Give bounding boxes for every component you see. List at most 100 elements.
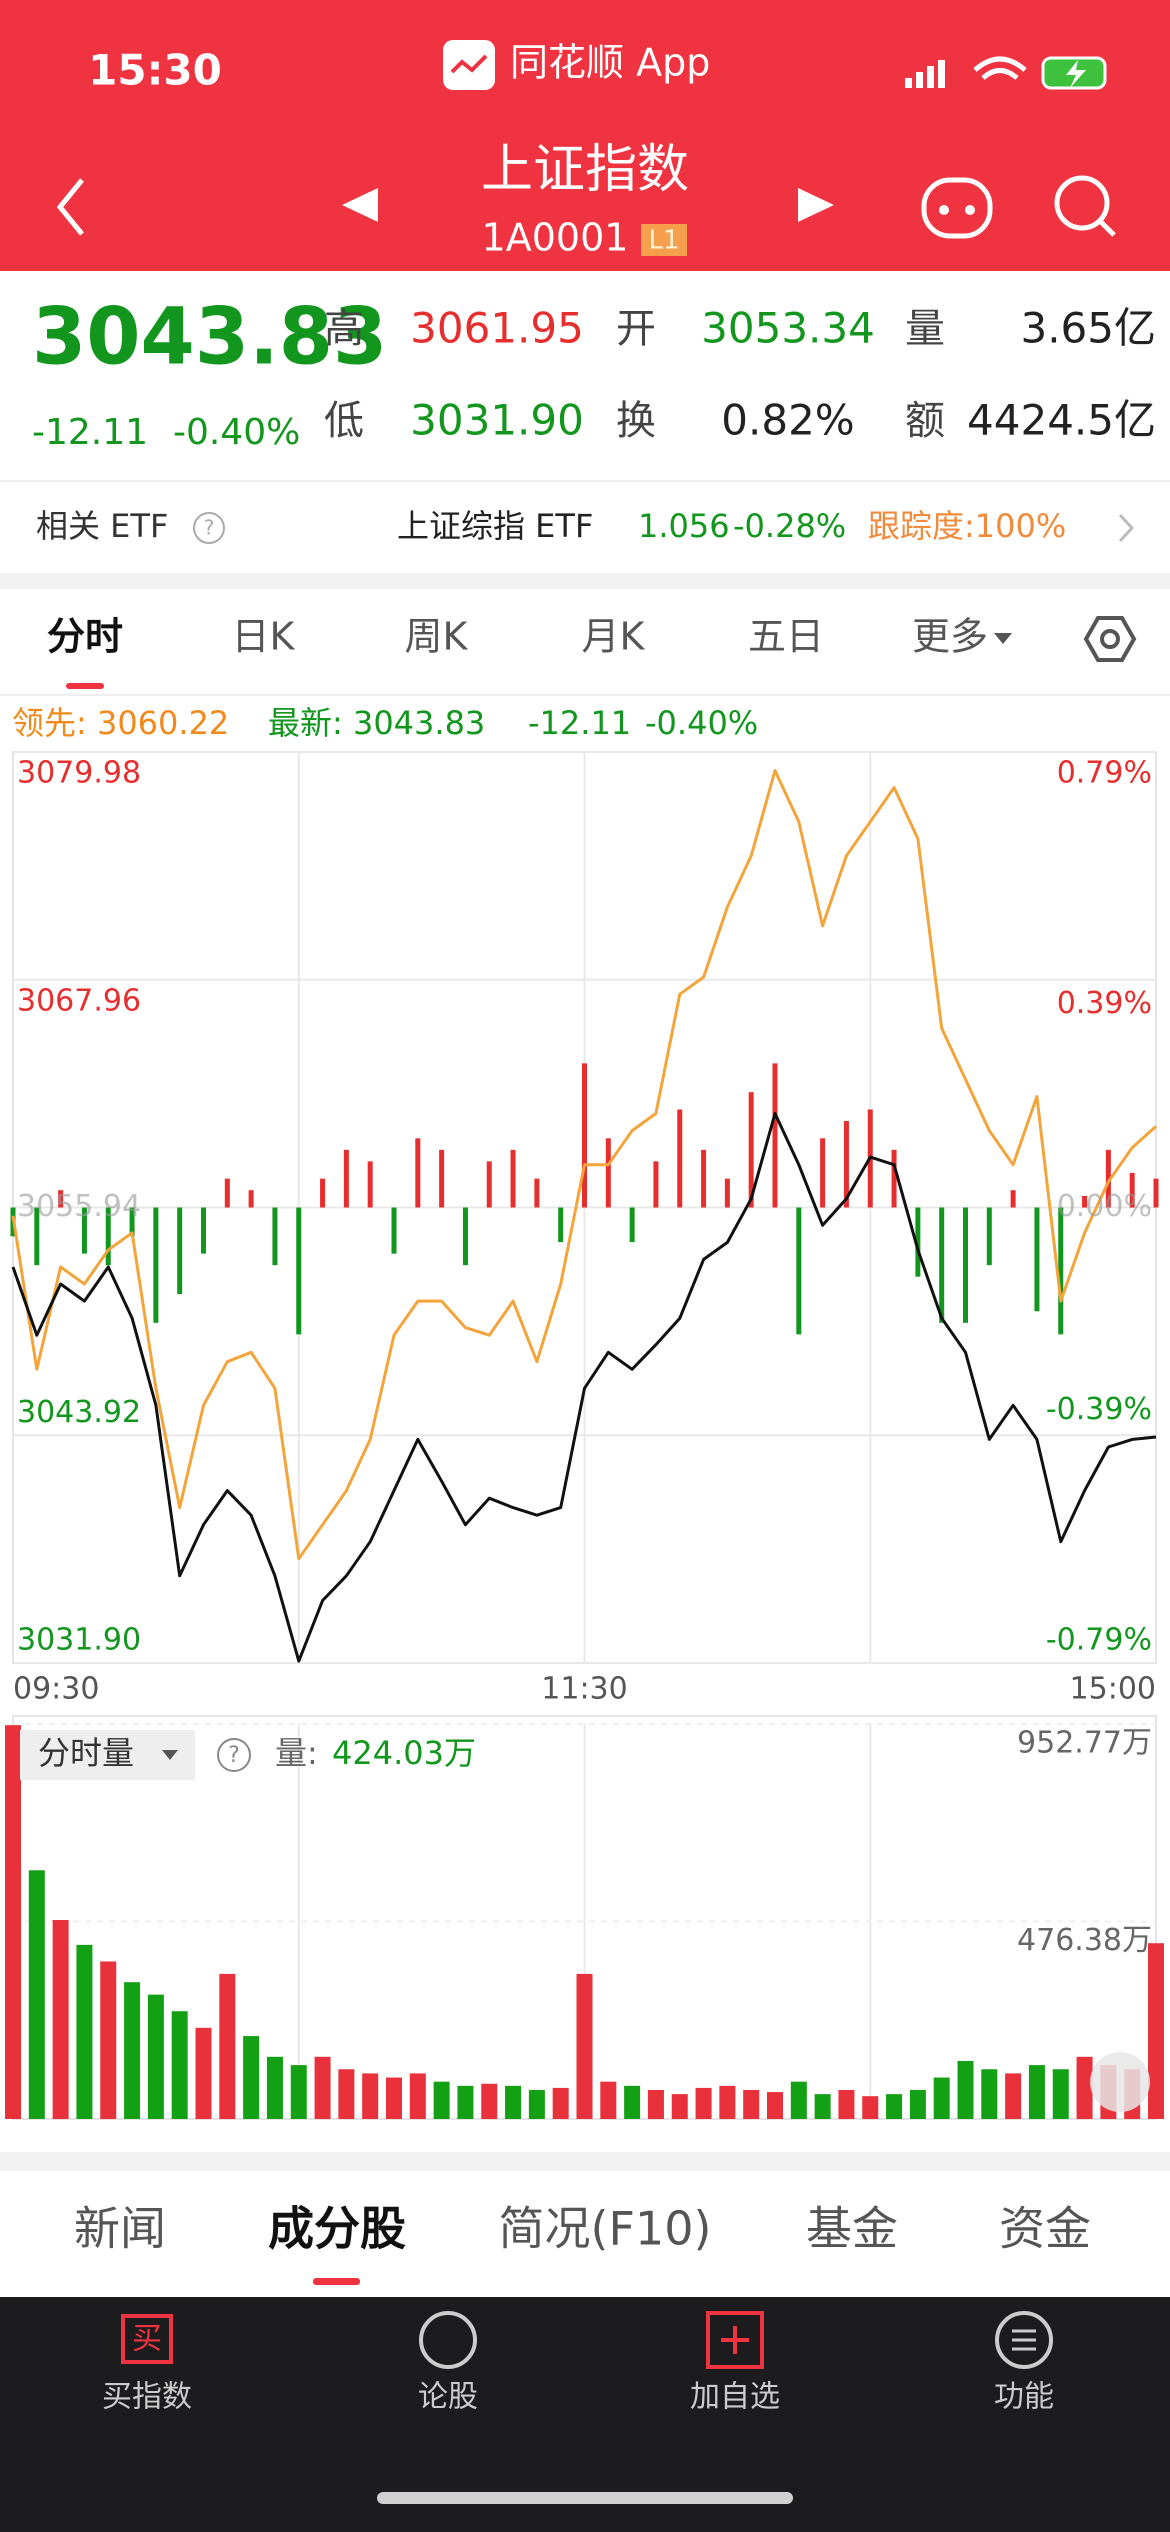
volume-bar [814,2094,831,2119]
volume-current: 424.03万 [332,1734,476,1772]
nav-icon [419,2311,477,2369]
volume-bar [671,2094,688,2119]
volume-help[interactable] [217,1738,251,1772]
volume-selector[interactable] [20,1730,195,1780]
bottom-tab[interactable]: 基金 [806,2202,898,2256]
volume-bar [1148,1943,1164,2119]
flow-bar [963,1207,968,1323]
nav-label[interactable]: 买指数 [102,2380,192,2415]
y2-tick-label: -0.39% [1046,1392,1152,1427]
flow-bar [1034,1207,1040,1312]
flow-bar [1105,1149,1111,1208]
tab-caret [994,633,1012,644]
info-change: -12.11 [528,704,631,742]
volume-bar [528,2089,545,2119]
flow-bar [677,1109,683,1208]
flow-bar [1010,1190,1016,1208]
info-latest: 最新: 3043.83 [268,704,485,742]
flow-bar [272,1207,278,1266]
volume-bar [576,1973,593,2119]
nav-label[interactable]: 功能 [994,2380,1054,2415]
bottom-tab[interactable]: 成分股 [268,2202,406,2256]
etf-name: 上证综指 ETF [397,507,593,545]
level-text: L1 [648,226,679,256]
tab[interactable]: 更多 [912,615,988,659]
volume-bar [409,2073,426,2119]
volume-bar [1005,2073,1022,2119]
volume-bar [957,2060,974,2119]
bottom-tab[interactable]: 资金 [999,2202,1091,2256]
tab[interactable]: 日K [232,615,296,659]
flow-bar [201,1207,206,1254]
header-code: 1A0001 [482,216,629,260]
nav-lines [1012,2329,1036,2351]
quote-change-pct: -0.40% [173,412,300,453]
y-tick-label: 3067.96 [17,983,141,1018]
level-badge [641,224,687,256]
nav-label[interactable]: 论股 [418,2380,478,2415]
y-tick-label: 952.77万 [1017,1726,1152,1761]
volume-bar [981,2069,998,2119]
nav-icon [706,2311,764,2369]
bottom-tab[interactable]: 简况(F10) [499,2202,712,2256]
back-button[interactable] [56,178,84,236]
tab[interactable]: 周K [405,615,469,659]
charts: 3031.90 3043.92 3055.94 3067.96 3079.98 -0.79… [5,751,1164,2119]
flow-bar [1153,1178,1159,1208]
charging [1066,60,1086,88]
band [0,573,1170,589]
next-button[interactable] [798,188,834,222]
stat-value: 3031.90 [410,396,584,445]
etf-change: -0.28% [733,507,846,545]
bottom-tabs: 新闻 成分股 简况(F10) 基金 资金 [74,2202,1091,2256]
bottom-tab[interactable]: 新闻 [74,2202,166,2256]
flow-bar [653,1161,659,1208]
volume-bar [624,2085,641,2119]
volume-bar [386,2077,402,2119]
volume-bar [505,2085,522,2119]
volume-bar [124,1982,141,2119]
volume-help-icon: ? [228,1743,240,1768]
flow-bar [796,1207,802,1335]
flow-bar [224,1178,230,1208]
x-tick-label: 11:30 [541,1672,627,1707]
flow-bar [320,1178,326,1208]
robot-button[interactable] [921,177,993,239]
tab[interactable]: 五日 [748,615,824,659]
quote-change: -12.11 [32,412,148,453]
flow-bar [58,1190,64,1208]
flow-bar [1129,1172,1135,1208]
flow-bar [772,1063,778,1208]
flow-bar [248,1190,254,1208]
flow-bar [843,1121,849,1208]
expand-button[interactable] [1090,2052,1150,2112]
bottom-tab-underline [313,2278,360,2285]
settings-dot [1100,629,1120,649]
nav-plus [721,2326,749,2354]
stat-label: 换 [616,398,656,444]
search-button[interactable] [1054,175,1116,237]
flow-bar [296,1207,302,1335]
flow-bar [81,1207,87,1254]
volume-bar [695,2087,712,2119]
volume-bar [100,1961,117,2119]
volume-bar [219,1973,236,2119]
etf-chevron[interactable] [1118,513,1135,543]
volume-bar [838,2089,855,2119]
stat-value: 3053.34 [701,304,875,353]
tab[interactable]: 分时 [47,615,123,659]
etf-help[interactable] [193,512,225,544]
status-app: 同花顺 App [510,41,710,85]
volume-bar [886,2094,903,2119]
flow-bar [462,1207,468,1266]
nav-label[interactable]: 加自选 [690,2380,780,2415]
settings-button[interactable] [1083,616,1137,662]
etf-tracking: 跟踪度:100% [868,507,1066,545]
volume-bar [28,1870,45,2119]
prev-button[interactable] [342,188,378,222]
volume-bar [266,2056,283,2119]
volume-bar [909,2089,926,2119]
tab[interactable]: 月K [582,615,646,659]
etf-label: 相关 ETF [36,507,168,545]
stat-value: 4424.5亿 [967,396,1156,445]
